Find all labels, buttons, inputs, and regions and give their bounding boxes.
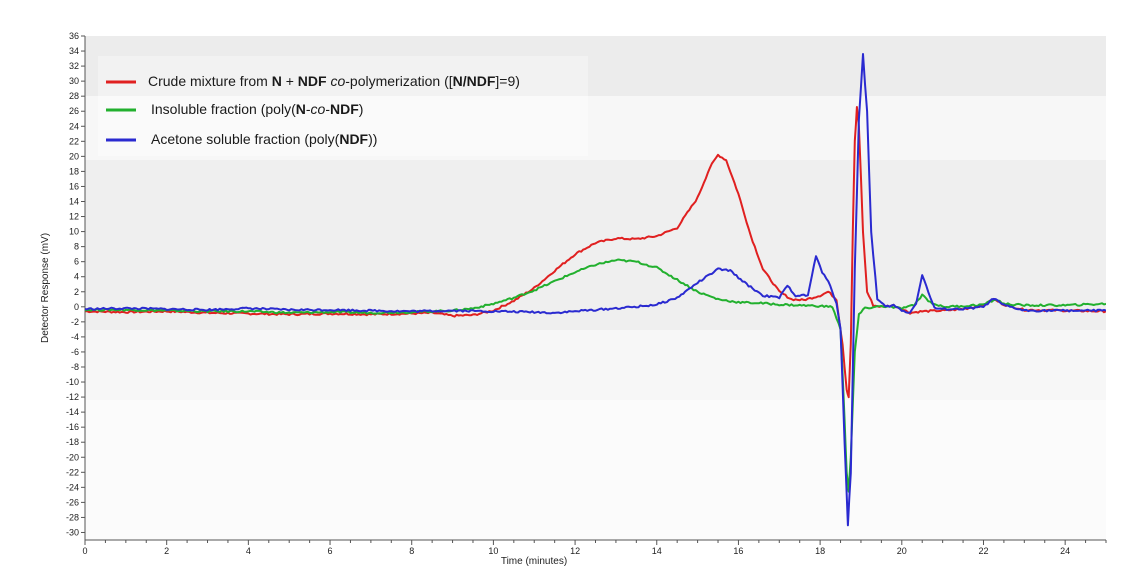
y-tick-label: -12 (66, 392, 79, 402)
legend-label-part: N (296, 101, 306, 117)
x-tick-label: 8 (409, 546, 414, 556)
plot-band-bottom (85, 400, 1106, 540)
series-line-3 (85, 53, 1106, 527)
series-line-2 (85, 258, 1106, 493)
legend-label-part: - (306, 101, 311, 117)
x-tick-label: 14 (652, 546, 662, 556)
legend-label-part: Crude mixture from (148, 73, 272, 89)
y-tick-label: -26 (66, 497, 79, 507)
y-tick-label: 10 (69, 227, 79, 237)
y-tick-label: 30 (69, 76, 79, 86)
x-tick-label: 0 (82, 546, 87, 556)
y-tick-label: 14 (69, 196, 79, 206)
legend: Crude mixture from N + NDF co-polymeriza… (106, 73, 520, 147)
plot-band-top (85, 36, 1106, 96)
legend-label-part: co (311, 101, 326, 117)
legend-label-1: Crude mixture from N + NDF co-polymeriza… (148, 73, 520, 89)
y-tick-label: -6 (71, 347, 79, 357)
x-tick-label: 4 (246, 546, 251, 556)
x-tick-label: 6 (328, 546, 333, 556)
legend-label-part: - (325, 101, 330, 117)
legend-label-part: co (330, 73, 345, 89)
y-tick-label: 22 (69, 136, 79, 146)
y-tick-label: -16 (66, 422, 79, 432)
y-tick-label: 36 (69, 31, 79, 41)
legend-box (98, 56, 588, 156)
x-tick-label: 22 (978, 546, 988, 556)
y-tick-label: -2 (71, 317, 79, 327)
x-axis-ticks: 0 2 4 6 8 10 12 14 16 18 20 22 24 (82, 540, 1107, 556)
x-tick-label: 16 (733, 546, 743, 556)
x-tick-label: 20 (897, 546, 907, 556)
y-tick-label: 20 (69, 151, 79, 161)
series-line-1 (85, 106, 1106, 399)
y-tick-label: -20 (66, 452, 79, 462)
y-tick-label: 16 (69, 181, 79, 191)
y-tick-label: -10 (66, 377, 79, 387)
y-axis-ticks: -30-28-26-24-22-20-18-16-14-12-10-8-6-4-… (66, 31, 85, 537)
legend-label-part: NDF (339, 131, 368, 147)
y-tick-label: -28 (66, 512, 79, 522)
series-lines (85, 53, 1106, 527)
y-tick-label: -18 (66, 437, 79, 447)
y-tick-label: -30 (66, 527, 79, 537)
x-tick-label: 12 (570, 546, 580, 556)
y-tick-label: 28 (69, 91, 79, 101)
y-tick-label: 26 (69, 106, 79, 116)
y-tick-label: 4 (74, 272, 79, 282)
y-tick-label: 34 (69, 46, 79, 56)
y-tick-label: 32 (69, 61, 79, 71)
x-tick-label: 24 (1060, 546, 1070, 556)
y-tick-label: -8 (71, 362, 79, 372)
x-tick-label: 10 (488, 546, 498, 556)
y-tick-label: 2 (74, 287, 79, 297)
y-tick-label: 6 (74, 257, 79, 267)
legend-label-part: NDF (298, 73, 327, 89)
y-tick-label: 8 (74, 242, 79, 252)
legend-label-part: -polymerization ([ (345, 73, 452, 89)
plot-band-middle (85, 160, 1106, 330)
legend-label-part: NDF (330, 101, 359, 117)
y-tick-label: 18 (69, 166, 79, 176)
legend-label-part: Acetone soluble fraction (poly( (151, 131, 340, 147)
y-tick-label: -24 (66, 482, 79, 492)
y-tick-label: 0 (74, 302, 79, 312)
legend-label-2: Insoluble fraction (poly(N-co-NDF) (151, 101, 363, 117)
y-tick-label: -22 (66, 467, 79, 477)
y-tick-label: 24 (69, 121, 79, 131)
legend-label-part: ]=9) (495, 73, 520, 89)
legend-label-part: )) (368, 131, 377, 147)
legend-label-part: Insoluble fraction (poly( (151, 101, 296, 117)
x-tick-label: 2 (164, 546, 169, 556)
legend-label-part: ) (359, 101, 364, 117)
y-tick-label: -4 (71, 332, 79, 342)
legend-label-part: + (282, 73, 298, 89)
legend-label-part: N (272, 73, 282, 89)
legend-label-3: Acetone soluble fraction (poly(NDF)) (151, 131, 377, 147)
x-tick-label: 18 (815, 546, 825, 556)
x-axis-title: Time (minutes) (501, 556, 567, 566)
legend-label-part: N/NDF (453, 73, 496, 89)
y-axis-title: Detector Response (mV) (40, 233, 51, 343)
y-tick-label: 12 (69, 212, 79, 222)
y-tick-label: -14 (66, 407, 79, 417)
